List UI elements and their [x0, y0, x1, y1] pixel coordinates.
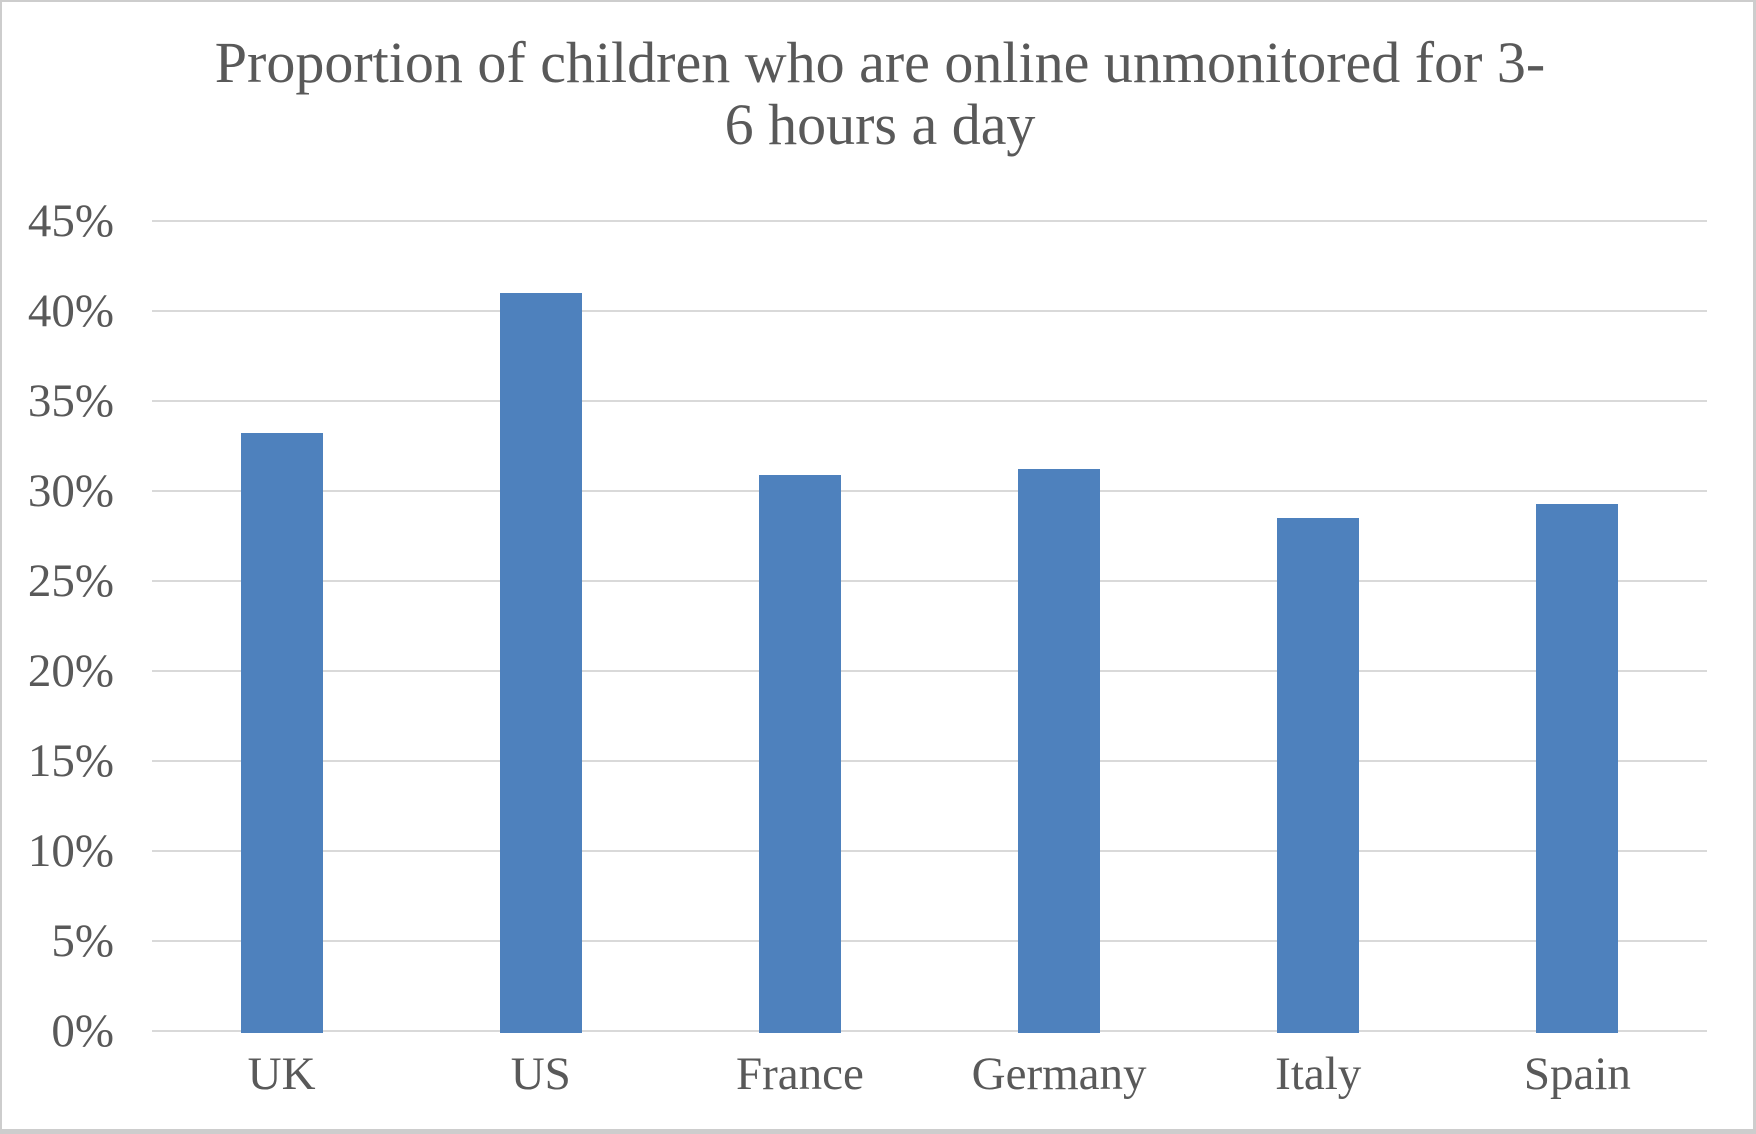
chart-title: Proportion of children who are online un…: [2, 30, 1753, 157]
bar-germany: [1018, 469, 1101, 1033]
gridline: [152, 940, 1707, 942]
gridline: [152, 1030, 1707, 1032]
x-axis-label-spain: Spain: [1523, 1048, 1631, 1100]
x-axis-label-italy: Italy: [1275, 1048, 1362, 1100]
gridline: [152, 400, 1707, 402]
chart-title-line-1: Proportion of children who are online un…: [214, 30, 1546, 95]
y-axis-tick-label: 20%: [27, 645, 114, 697]
gridline: [152, 220, 1707, 222]
y-axis-tick-label: 0%: [51, 1005, 114, 1057]
x-axis-label-germany: Germany: [971, 1048, 1147, 1100]
y-axis-tick-label: 30%: [27, 465, 114, 517]
y-axis-tick-label: 25%: [27, 555, 114, 607]
y-axis-tick-label: 35%: [27, 375, 114, 427]
x-axis-label-uk: UK: [247, 1048, 316, 1100]
y-axis-tick-label: 45%: [27, 195, 114, 247]
x-axis-label-france: France: [735, 1048, 864, 1100]
gridline: [152, 760, 1707, 762]
x-axis-label-us: US: [510, 1048, 571, 1100]
gridline: [152, 850, 1707, 852]
bar-france: [758, 475, 841, 1033]
bar-spain: [1536, 504, 1619, 1033]
y-axis-tick-label: 15%: [27, 735, 114, 787]
gridline: [152, 310, 1707, 312]
gridline: [152, 580, 1707, 582]
y-axis-tick-label: 5%: [51, 915, 114, 967]
bar-italy: [1277, 518, 1360, 1033]
bar-us: [499, 293, 582, 1033]
gridline: [152, 490, 1707, 492]
gridline: [152, 670, 1707, 672]
bar-uk: [240, 433, 323, 1033]
y-axis-tick-label: 10%: [27, 825, 114, 877]
y-axis-tick-label: 40%: [27, 285, 114, 337]
chart-title-line-2: 6 hours a day: [724, 92, 1036, 157]
